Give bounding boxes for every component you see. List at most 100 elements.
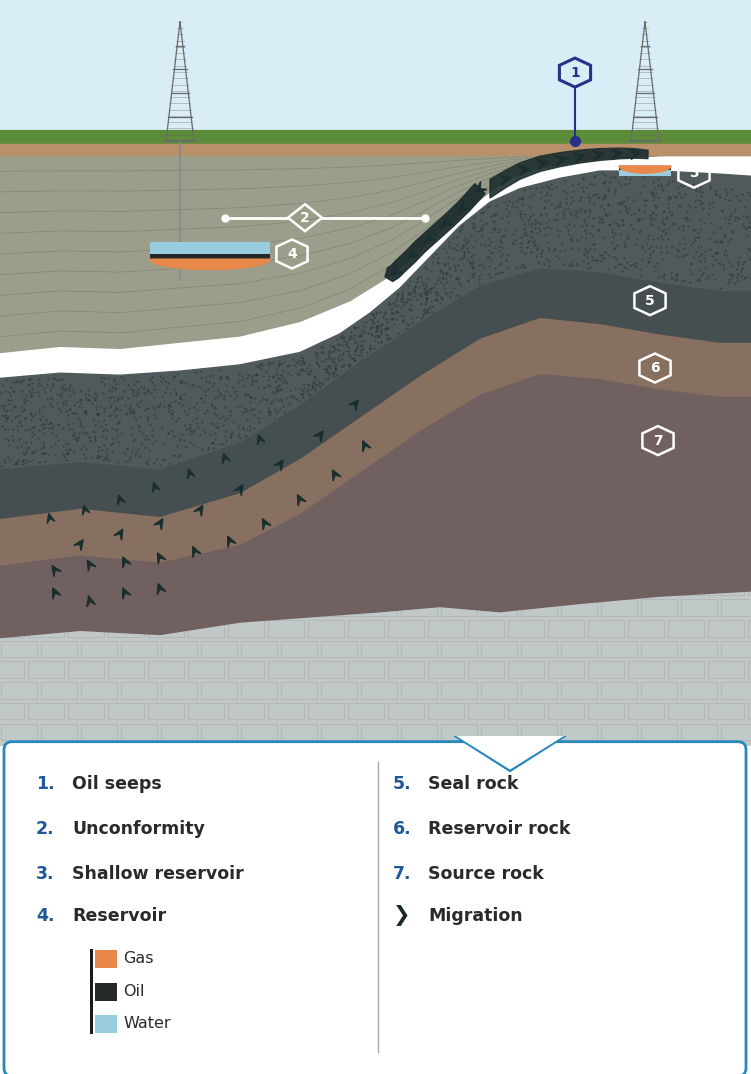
Bar [348, 662, 384, 678]
Polygon shape [457, 734, 563, 769]
Bar [201, 641, 237, 657]
Bar [601, 724, 637, 740]
Bar [748, 662, 751, 678]
Bar [121, 599, 157, 615]
Bar [90, 949, 93, 1034]
Bar [201, 724, 237, 740]
Bar [668, 579, 704, 595]
Bar [401, 724, 437, 740]
Bar [601, 641, 637, 657]
Bar [548, 620, 584, 637]
Bar [41, 724, 77, 740]
Polygon shape [407, 248, 419, 259]
Bar [228, 702, 264, 720]
Polygon shape [83, 506, 90, 516]
Bar [308, 662, 344, 678]
Bar [441, 724, 477, 740]
Bar [28, 620, 64, 637]
Polygon shape [53, 587, 61, 599]
Text: 7.: 7. [393, 865, 412, 883]
Bar [508, 620, 544, 637]
Bar [281, 724, 317, 740]
Bar [28, 579, 64, 595]
Text: Reservoir: Reservoir [72, 906, 166, 925]
Bar [681, 724, 717, 740]
Bar [1, 599, 37, 615]
Bar [150, 253, 270, 259]
Bar [268, 702, 304, 720]
Bar [1, 724, 37, 740]
Bar [121, 724, 157, 740]
Bar [161, 641, 197, 657]
Bar [641, 682, 677, 699]
Polygon shape [273, 460, 283, 470]
Bar [521, 682, 557, 699]
Bar [468, 620, 504, 637]
Bar [388, 662, 424, 678]
Text: Shallow reservoir: Shallow reservoir [72, 865, 244, 883]
Bar [619, 170, 671, 176]
Polygon shape [262, 519, 271, 529]
Bar [81, 724, 117, 740]
Bar [81, 682, 117, 699]
Bar [628, 620, 664, 637]
Bar [721, 599, 751, 615]
Text: 1.: 1. [36, 774, 55, 793]
Bar [268, 662, 304, 678]
Polygon shape [475, 182, 487, 192]
Polygon shape [228, 536, 236, 548]
Bar [508, 702, 544, 720]
Text: 3.: 3. [36, 865, 55, 883]
Polygon shape [87, 561, 96, 571]
Bar [81, 599, 117, 615]
Polygon shape [555, 156, 566, 165]
Text: 4.: 4. [36, 906, 55, 925]
Text: 6.: 6. [393, 819, 412, 838]
Text: Reservoir rock: Reservoir rock [428, 819, 570, 838]
Bar [161, 724, 197, 740]
Polygon shape [194, 505, 203, 517]
Polygon shape [52, 566, 62, 577]
Bar [321, 724, 357, 740]
Polygon shape [348, 400, 358, 411]
Polygon shape [0, 0, 751, 156]
Bar [721, 724, 751, 740]
Bar [0, 662, 24, 678]
Bar [468, 702, 504, 720]
Text: Oil seeps: Oil seeps [72, 774, 161, 793]
Polygon shape [47, 513, 55, 523]
Text: Oil: Oil [123, 985, 144, 1000]
Bar [68, 579, 104, 595]
Text: Gas: Gas [123, 952, 153, 967]
Bar [348, 579, 384, 595]
Bar [281, 641, 317, 657]
Bar [121, 682, 157, 699]
Bar [108, 702, 144, 720]
Text: Seal rock: Seal rock [428, 774, 518, 793]
Text: 3: 3 [689, 166, 699, 180]
Polygon shape [573, 153, 585, 163]
FancyBboxPatch shape [4, 742, 746, 1074]
Bar [68, 620, 104, 637]
Text: Migration: Migration [428, 906, 523, 925]
Bar [321, 682, 357, 699]
Bar [121, 641, 157, 657]
Bar [188, 662, 224, 678]
Bar [388, 579, 424, 595]
Bar [561, 724, 597, 740]
Bar [481, 599, 517, 615]
Bar [708, 579, 744, 595]
Bar [401, 641, 437, 657]
Bar [268, 620, 304, 637]
Bar [41, 682, 77, 699]
Polygon shape [611, 149, 623, 160]
Bar [228, 662, 264, 678]
Bar [561, 641, 597, 657]
Bar [150, 242, 270, 253]
Text: Source rock: Source rock [428, 865, 544, 883]
Text: Unconformity: Unconformity [72, 819, 205, 838]
Polygon shape [363, 440, 371, 452]
Polygon shape [333, 469, 341, 481]
Bar [108, 662, 144, 678]
Bar [561, 682, 597, 699]
